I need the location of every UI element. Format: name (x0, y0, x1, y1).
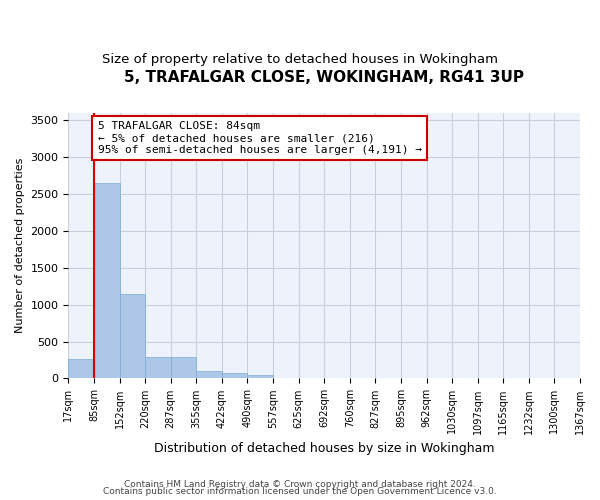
Text: Contains HM Land Registry data © Crown copyright and database right 2024.: Contains HM Land Registry data © Crown c… (124, 480, 476, 489)
Text: Contains public sector information licensed under the Open Government Licence v3: Contains public sector information licen… (103, 487, 497, 496)
Title: 5, TRAFALGAR CLOSE, WOKINGHAM, RG41 3UP: 5, TRAFALGAR CLOSE, WOKINGHAM, RG41 3UP (124, 70, 524, 85)
Bar (145, 358, 171, 378)
Bar (94, 184, 119, 378)
Bar (68, 359, 94, 378)
Y-axis label: Number of detached properties: Number of detached properties (15, 158, 25, 333)
Text: 5 TRAFALGAR CLOSE: 84sqm
← 5% of detached houses are smaller (216)
95% of semi-d: 5 TRAFALGAR CLOSE: 84sqm ← 5% of detache… (98, 122, 422, 154)
Bar (171, 358, 196, 378)
X-axis label: Distribution of detached houses by size in Wokingham: Distribution of detached houses by size … (154, 442, 494, 455)
Bar (247, 376, 273, 378)
Bar (222, 374, 247, 378)
Text: Size of property relative to detached houses in Wokingham: Size of property relative to detached ho… (102, 52, 498, 66)
Bar (119, 294, 145, 378)
Bar (196, 372, 222, 378)
